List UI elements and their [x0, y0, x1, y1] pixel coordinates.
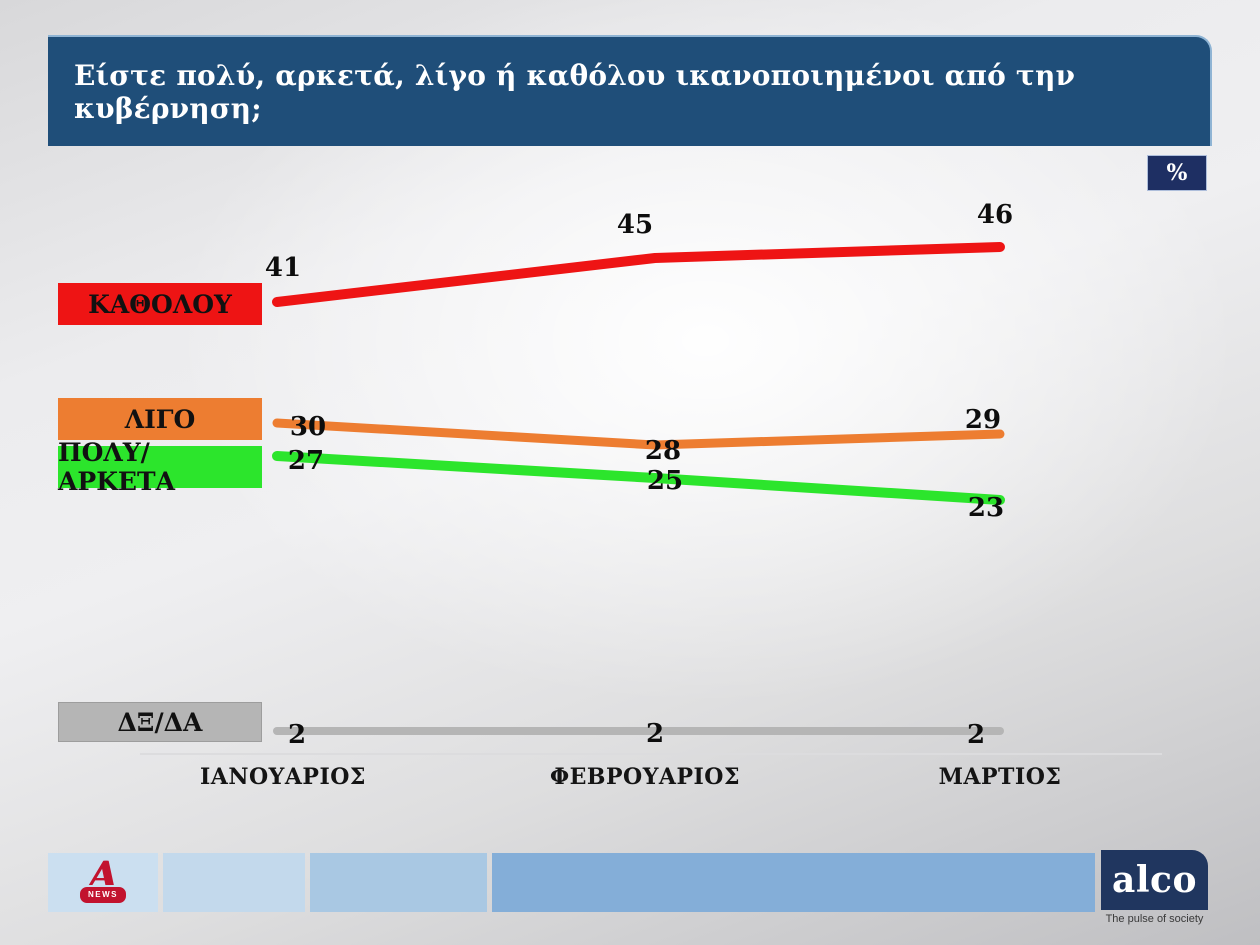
series-line-1: [272, 242, 1005, 307]
legend-label: ΛΙΓΟ: [124, 404, 196, 434]
footer-bar-segment-2: [163, 853, 305, 912]
legend-item-poly-arketa: ΠΟΛΥ/ΑΡΚΕΤΑ: [58, 438, 262, 496]
value-label: 25: [646, 466, 684, 496]
alco-logo: alco: [1101, 850, 1208, 910]
legend-item-katholou: ΚΑΘΟΛΟΥ: [58, 283, 262, 325]
alpha-news-logo: A NEWS: [48, 853, 158, 912]
x-tick-february: ΦΕΒΡΟΥΑΡΙΟΣ: [549, 764, 741, 790]
x-tick-january: ΙΑΝΟΥΑΡΙΟΣ: [200, 764, 366, 790]
value-label: 46: [976, 200, 1014, 230]
footer-bar-segment-3: [310, 853, 487, 912]
value-label: 45: [616, 210, 654, 240]
alco-tagline: The pulse of society: [1105, 913, 1204, 925]
x-axis-line: [140, 753, 1162, 755]
x-tick-march: ΜΑΡΤΙΟΣ: [938, 764, 1062, 790]
value-label: 29: [964, 405, 1002, 435]
legend-label: ΔΞ/ΔΑ: [117, 707, 203, 737]
value-label: 41: [264, 253, 302, 283]
value-label: 27: [287, 446, 325, 476]
percent-unit-badge: %: [1147, 155, 1207, 191]
series-line-2: [272, 418, 1005, 450]
legend-label: ΠΟΛΥ/ΑΡΚΕΤΑ: [58, 438, 175, 496]
value-label: 28: [644, 436, 682, 466]
alpha-news-badge: NEWS: [78, 884, 128, 905]
value-label: 2: [966, 720, 986, 750]
footer-bar-segment-4: [492, 853, 1095, 912]
legend-item-dx-da: ΔΞ/ΔΑ: [58, 702, 262, 742]
value-label: 2: [645, 719, 665, 749]
alco-logo-text: alco: [1112, 859, 1197, 901]
question-title: Είστε πολύ, αρκετά, λίγο ή καθόλου ικανο…: [74, 58, 1076, 125]
value-label: 30: [289, 412, 327, 442]
value-label: 23: [967, 493, 1005, 523]
series-line-3: [272, 451, 1005, 505]
legend-label: ΚΑΘΟΛΟΥ: [88, 289, 232, 319]
question-header: Είστε πολύ, αρκετά, λίγο ή καθόλου ικανο…: [48, 35, 1212, 146]
legend-item-ligo: ΛΙΓΟ: [58, 398, 262, 440]
value-label: 2: [287, 720, 307, 750]
